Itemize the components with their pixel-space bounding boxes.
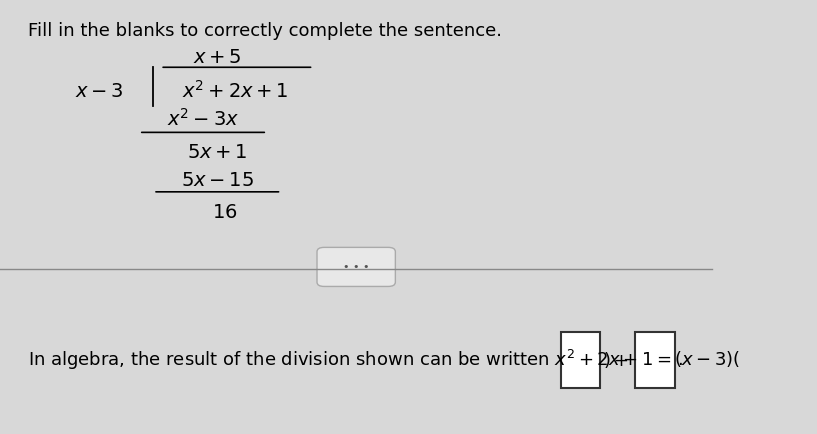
Text: $x^2+2x+1$: $x^2+2x+1$ [181, 80, 288, 102]
Text: $5x+1$: $5x+1$ [187, 143, 248, 162]
Text: .: . [676, 351, 682, 369]
FancyBboxPatch shape [560, 332, 600, 388]
Text: $x-3$: $x-3$ [75, 82, 124, 101]
Text: $x^2-3x$: $x^2-3x$ [167, 108, 239, 130]
Text: $)+$: $)+$ [604, 350, 629, 370]
Text: Fill in the blanks to correctly complete the sentence.: Fill in the blanks to correctly complete… [29, 22, 502, 39]
Text: $x+5$: $x+5$ [193, 48, 242, 67]
FancyBboxPatch shape [317, 247, 395, 286]
FancyBboxPatch shape [636, 332, 675, 388]
Text: $16$: $16$ [212, 203, 237, 222]
Text: $5x-15$: $5x-15$ [181, 171, 254, 190]
Text: In algebra, the result of the division shown can be written $x^2+2x+1=(x-3)($: In algebra, the result of the division s… [29, 348, 741, 372]
Text: • • •: • • • [343, 262, 369, 272]
